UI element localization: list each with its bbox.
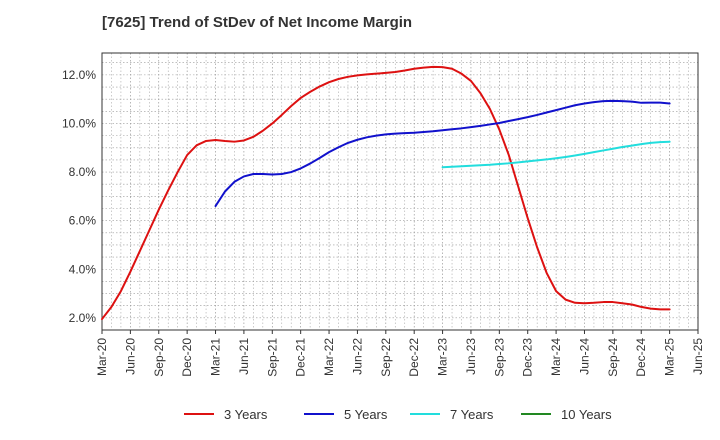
legend-label: 3 Years xyxy=(224,407,268,422)
axis-layer: 2.0% 4.0% 6.0% 8.0% 10.0% 12.0% Mar-20 Jun-20 Se… xyxy=(62,52,705,377)
x-tick-label: Sep-24 xyxy=(606,338,620,377)
x-tick-label: Jun-22 xyxy=(350,338,364,375)
legend-label: 7 Years xyxy=(450,407,494,422)
y-tick-label: 4.0% xyxy=(69,262,97,276)
series-line-2 xyxy=(214,99,671,208)
x-tick-label: Mar-25 xyxy=(663,338,677,376)
chart-title: [7625] Trend of StDev of Net Income Marg… xyxy=(102,14,413,31)
series-layer xyxy=(101,65,671,321)
legend: 3 Years 5 Years 7 Years 10 Years xyxy=(184,407,612,422)
x-tick-label: Dec-21 xyxy=(294,338,308,377)
y-tick-label: 12.0% xyxy=(62,68,96,82)
x-tick-label: Dec-22 xyxy=(407,338,421,377)
plot-border xyxy=(101,52,699,331)
y-tick-label: 10.0% xyxy=(62,116,96,130)
x-tick-label: Jun-23 xyxy=(464,338,478,375)
x-tick-label: Jun-25 xyxy=(691,338,705,375)
grid-layer xyxy=(101,53,699,330)
x-tick-label: Mar-23 xyxy=(436,338,450,376)
x-tick-label: Sep-21 xyxy=(265,338,279,377)
legend-label: 10 Years xyxy=(561,407,612,422)
y-tick-label: 2.0% xyxy=(69,311,97,325)
x-tick-label: Jun-21 xyxy=(237,338,251,375)
x-tick-label: Jun-24 xyxy=(577,338,591,375)
x-tick-label: Mar-20 xyxy=(95,338,109,376)
series-line-3 xyxy=(441,140,671,169)
x-tick-label: Mar-21 xyxy=(209,338,223,376)
x-tick-label: Mar-22 xyxy=(322,338,336,376)
x-tick-label: Dec-23 xyxy=(521,338,535,377)
x-tick-label: Dec-24 xyxy=(634,338,648,377)
x-tick-label: Dec-20 xyxy=(180,338,194,377)
x-tick-label: Sep-22 xyxy=(379,338,393,377)
y-tick-label: 8.0% xyxy=(69,165,97,179)
y-tick-label: 6.0% xyxy=(69,214,97,228)
x-tick-label: Sep-20 xyxy=(152,338,166,377)
legend-label: 5 Years xyxy=(344,407,388,422)
series-line-1 xyxy=(101,65,671,321)
x-tick-label: Mar-24 xyxy=(549,338,563,376)
x-tick-label: Sep-23 xyxy=(492,338,506,377)
x-tick-label: Jun-20 xyxy=(123,338,137,375)
